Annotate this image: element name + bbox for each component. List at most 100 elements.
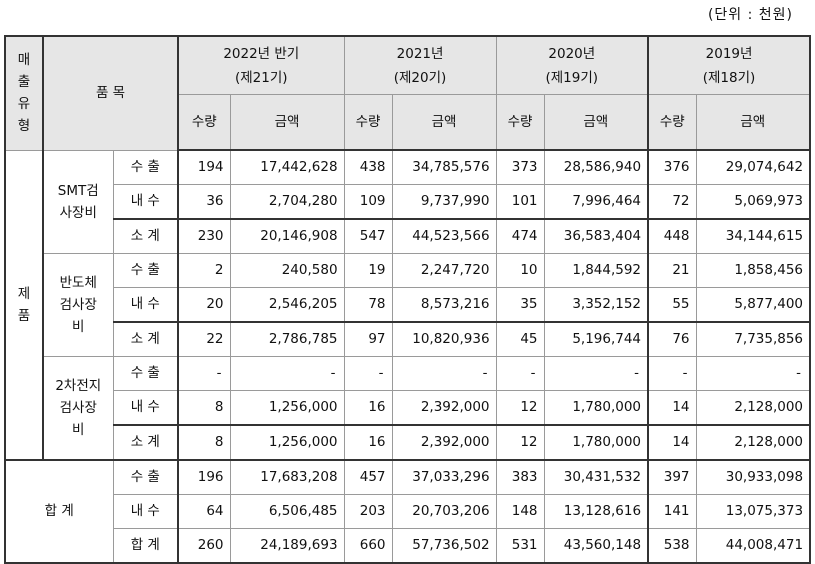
qty-cell: 36: [177, 184, 231, 220]
qty-cell: 196: [177, 459, 231, 495]
amount-cell: 44,008,471: [695, 528, 811, 564]
qty-cell: 8: [177, 424, 231, 461]
qty-cell: 12: [495, 390, 545, 426]
qty-cell: 64: [177, 494, 231, 529]
amount-cell: 34,144,615: [695, 218, 811, 254]
qty-cell: 383: [495, 459, 545, 495]
period-term: (제21기): [234, 69, 288, 86]
amount-cell: -: [391, 356, 497, 391]
amount-cell: 2,128,000: [695, 424, 811, 461]
period-term: (제18기): [702, 69, 756, 86]
amount-header: 금액: [543, 94, 650, 151]
amount-cell: 8,573,216: [391, 287, 497, 323]
amount-cell: 5,196,744: [543, 321, 650, 357]
qty-cell: 45: [495, 321, 545, 357]
row-label-cell: 내 수: [112, 390, 180, 426]
amount-cell: 1,858,456: [695, 253, 811, 288]
row-label-cell: 수 출: [112, 459, 180, 495]
row-label-cell: 내 수: [112, 184, 180, 220]
qty-cell: 448: [647, 218, 697, 254]
amount-cell: 5,877,400: [695, 287, 811, 323]
qty-cell: 438: [343, 149, 393, 185]
qty-cell: -: [495, 356, 545, 391]
period-year: 2021년: [396, 45, 444, 62]
table-row: 내 수 8 1,256,000 16 2,392,000 12 1,780,000 14 2,1…: [5, 390, 811, 426]
table-row: 소 계 22 2,786,785 97 10,820,936 45 5,196,744 76 7…: [5, 321, 811, 357]
amount-cell: -: [695, 356, 811, 391]
amount-cell: 1,780,000: [543, 390, 650, 426]
qty-cell: 14: [647, 424, 697, 461]
product-name-cell: 2차전지 검사장 비: [42, 356, 114, 461]
qty-cell: 457: [343, 459, 393, 495]
qty-cell: 8: [177, 390, 231, 426]
amount-cell: 29,074,642: [695, 149, 811, 185]
amount-cell: 5,069,973: [695, 184, 811, 220]
amount-cell: 30,431,532: [543, 459, 650, 495]
item-header: 품 목: [42, 35, 180, 151]
amount-cell: 2,392,000: [391, 390, 497, 426]
table-row: 제 품 SMT검 사장비 수 출 194 17,442,628 438 34,785,576…: [4, 149, 811, 461]
table-body: 제 품 SMT검 사장비 수 출 194 17,442,628 438 34,785,576…: [4, 149, 811, 564]
amount-cell: 24,189,693: [229, 528, 345, 564]
amount-cell: 20,703,206: [391, 494, 497, 529]
amount-header: 금액: [695, 94, 811, 151]
amount-cell: 37,033,296: [391, 459, 497, 495]
amount-header: 금액: [229, 94, 345, 151]
qty-cell: 2: [177, 253, 231, 288]
table-row: 내 수 20 2,546,205 78 8,573,216 35 3,352,152 55 5,…: [5, 287, 811, 323]
qty-cell: 260: [177, 528, 231, 564]
qty-cell: 148: [495, 494, 545, 529]
category-cell: 제 품: [4, 149, 44, 461]
amount-cell: 13,075,373: [695, 494, 811, 529]
qty-cell: -: [647, 356, 697, 391]
qty-cell: -: [177, 356, 231, 391]
qty-cell: 474: [495, 218, 545, 254]
qty-cell: 141: [647, 494, 697, 529]
amount-cell: 240,580: [229, 253, 345, 288]
row-label-cell: 수 출: [112, 149, 180, 185]
qty-cell: 547: [343, 218, 393, 254]
qty-cell: 230: [177, 218, 231, 254]
qty-cell: 78: [343, 287, 393, 323]
table-row: 내 수 36 2,704,280 109 9,737,990 101 7,996,464 72…: [5, 184, 811, 220]
product-name-cell: SMT검 사장비: [42, 149, 114, 254]
amount-cell: 2,704,280: [229, 184, 345, 220]
qty-cell: 19: [343, 253, 393, 288]
row-label-cell: 내 수: [112, 494, 180, 529]
amount-cell: 28,586,940: [543, 149, 650, 185]
table-row: 합 계 수 출 196 17,683,208 457 37,033,296 383 30,43…: [4, 459, 811, 564]
amount-cell: 44,523,566: [391, 218, 497, 254]
qty-cell: 538: [647, 528, 697, 564]
qty-cell: 203: [343, 494, 393, 529]
amount-cell: 1,256,000: [229, 390, 345, 426]
qty-cell: 76: [647, 321, 697, 357]
period-year: 2019년: [705, 45, 753, 62]
amount-cell: 2,392,000: [391, 424, 497, 461]
product-name-cell: 반도체 검사장 비: [42, 253, 114, 357]
amount-cell: 6,506,485: [229, 494, 345, 529]
qty-cell: 72: [647, 184, 697, 220]
table-header: 매 출 유 형 품 목 2022년 반기 (제21기) 2021년 (제20기)…: [4, 35, 811, 151]
amount-cell: 13,128,616: [543, 494, 650, 529]
sales-table: 매 출 유 형 품 목 2022년 반기 (제21기) 2021년 (제20기)…: [4, 35, 812, 564]
table-row: 내 수 64 6,506,485 203 20,703,206 148 13,128,616…: [5, 494, 811, 529]
qty-cell: 14: [647, 390, 697, 426]
period-header: 2022년 반기 (제21기): [177, 35, 345, 95]
qty-header: 수량: [495, 94, 545, 151]
amount-cell: 17,442,628: [229, 149, 345, 185]
row-label-cell: 내 수: [112, 287, 180, 323]
row-label-cell: 수 출: [112, 253, 180, 288]
period-term: (제20기): [393, 69, 447, 86]
sales-type-header: 매 출 유 형: [4, 35, 44, 151]
qty-cell: 109: [343, 184, 393, 220]
row-label-cell: 합 계: [112, 528, 180, 564]
row-label-cell: 소 계: [112, 218, 180, 254]
amount-cell: 1,256,000: [229, 424, 345, 461]
qty-cell: 21: [647, 253, 697, 288]
amount-cell: 17,683,208: [229, 459, 345, 495]
row-label-cell: 수 출: [112, 356, 180, 391]
qty-cell: 22: [177, 321, 231, 357]
table-row: 합 계 260 24,189,693 660 57,736,502 531 43,560,1…: [5, 528, 811, 564]
period-header: 2021년 (제20기): [343, 35, 497, 95]
